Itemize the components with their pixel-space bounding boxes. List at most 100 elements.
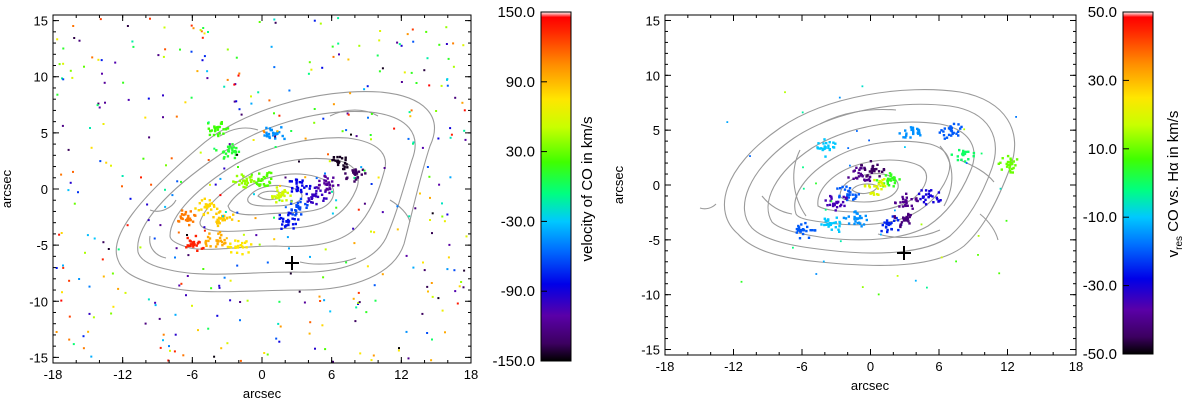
data-point [290,209,293,212]
noise-point [72,343,75,346]
noise-point [210,287,213,290]
y-tick-label: 10 [646,68,660,83]
noise-point [423,269,426,272]
data-point [361,168,365,171]
data-point [958,148,961,152]
noise-point [90,355,93,358]
noise-point [359,352,362,355]
left-noise-points [55,17,468,363]
noise-point [319,22,322,25]
data-point [909,126,913,129]
data-point [1012,160,1015,163]
noise-point [446,78,449,81]
data-point [856,217,859,220]
noise-point [426,332,429,334]
data-point [278,217,281,220]
right-colorbar-label: vres CO vs. Hα in km/s [1165,111,1185,258]
x-tick-label: -6 [796,359,808,374]
data-point [924,203,928,206]
data-point [908,215,911,219]
data-point [186,219,189,222]
data-clump [204,231,227,248]
noise-point [98,106,101,109]
noise-point [422,261,424,264]
data-point [1010,162,1014,165]
data-point [265,133,269,136]
data-point [858,216,861,220]
noise-point [55,331,58,333]
noise-point [914,279,917,282]
noise-point [370,183,373,185]
noise-point [309,255,311,258]
data-point [262,175,265,179]
data-point [875,193,879,196]
data-clump [317,174,340,195]
data-point [196,249,199,252]
noise-point [452,65,455,68]
data-point [899,224,902,227]
data-point [873,178,876,182]
noise-point [162,55,165,58]
data-point [293,218,296,221]
right-plot-frame [664,14,1077,356]
right-colorbar: 50.0 30.0 10.0 -10.0 -30.0 -50.0 vres CO vs. … [1083,4,1185,363]
data-point [337,161,340,164]
noise-point [147,219,150,222]
noise-point [162,116,164,119]
right-colorbar-label-sub: res [1174,236,1185,250]
data-point [292,227,295,230]
noise-point [347,113,350,116]
data-point [209,129,212,133]
data-point [854,220,857,223]
data-point [245,240,248,243]
data-point [935,196,938,199]
y-tick-label: 15 [646,13,660,28]
noise-point [405,330,408,333]
noise-point [284,176,287,179]
data-point [870,171,874,174]
data-point [319,189,322,192]
noise-point [223,85,226,88]
noise-point [203,229,206,232]
data-point [271,196,274,200]
data-point [343,161,347,165]
data-point [835,216,838,219]
data-point [1012,166,1015,170]
noise-point [186,275,189,277]
noise-point [441,202,443,205]
noise-point [276,130,279,133]
noise-point [463,109,466,112]
data-point [830,222,833,225]
data-point [801,228,805,231]
noise-point [222,215,224,218]
data-point [234,150,237,153]
left-y-ticks: 15 10 5 0 -5 -10 -15 [29,14,471,365]
data-point [314,195,318,198]
data-point [887,223,890,227]
noise-point [304,176,307,179]
data-point [875,167,878,171]
data-point [838,220,841,224]
data-point [947,133,951,137]
noise-point [324,248,327,251]
noise-point [176,180,179,183]
data-point [294,214,297,217]
data-point [863,184,867,187]
data-point [884,174,888,177]
data-point [972,155,975,158]
data-point [860,174,863,177]
data-point [823,138,826,141]
noise-point [431,295,434,298]
colorbar-tick-label: 50.0 [1088,4,1117,21]
noise-point [236,153,239,156]
noise-point [163,26,166,29]
left-plot-frame [52,14,472,364]
noise-point [308,332,311,335]
data-point [225,216,229,220]
data-point [311,201,314,204]
noise-point [111,272,114,275]
noise-point [861,286,864,288]
data-clump [194,197,219,217]
data-point [909,213,912,217]
noise-point [408,111,411,114]
